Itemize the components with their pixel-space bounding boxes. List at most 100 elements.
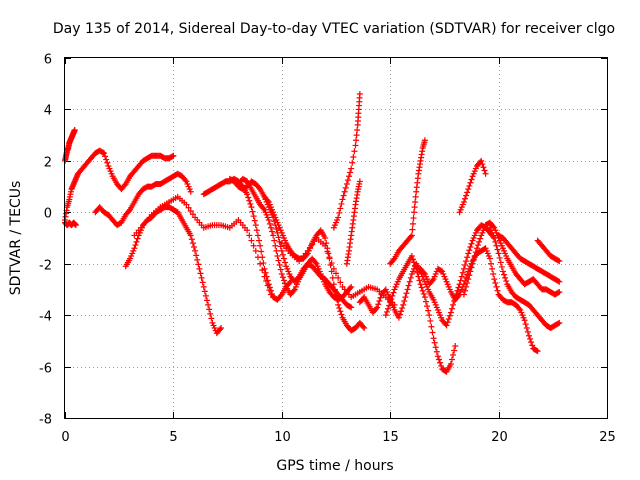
data-point-marker	[205, 301, 212, 308]
y-axis-label: SDTVAR / TECUs	[8, 181, 24, 296]
data-point-marker	[337, 205, 344, 212]
data-point-marker	[467, 244, 474, 250]
data-point-marker	[333, 270, 339, 277]
data-point-marker	[447, 361, 454, 367]
data-point-marker	[492, 280, 499, 286]
data-point-marker	[494, 246, 501, 253]
data-point-marker	[395, 314, 402, 321]
data-point-marker	[249, 208, 256, 215]
data-point-marker	[390, 289, 397, 296]
data-point-marker	[253, 227, 260, 234]
data-point-marker	[311, 238, 318, 245]
data-point-marker	[446, 312, 453, 319]
data-point-marker	[434, 353, 441, 360]
data-point-marker	[333, 291, 339, 298]
data-point-marker	[336, 305, 343, 312]
data-point-marker	[324, 248, 331, 255]
data-point-marker	[478, 157, 485, 164]
data-point-marker	[353, 132, 360, 139]
data-point-marker	[356, 178, 363, 185]
series-2	[62, 147, 177, 223]
series-16	[387, 137, 428, 267]
data-point-marker	[556, 319, 563, 326]
data-point-marker	[266, 220, 273, 227]
data-point-marker	[339, 196, 346, 203]
data-point-marker	[521, 317, 528, 324]
y-tick-label: 6	[44, 53, 52, 68]
data-point-marker	[465, 250, 472, 257]
data-point-marker	[337, 308, 344, 315]
data-point-marker	[475, 242, 482, 249]
data-point-marker	[460, 265, 467, 272]
data-point-marker	[555, 289, 562, 296]
data-point-marker	[207, 310, 214, 317]
data-point-marker	[132, 242, 139, 249]
data-point-marker	[468, 240, 475, 247]
data-point-marker	[556, 258, 563, 265]
data-point-marker	[463, 192, 470, 199]
data-point-marker	[409, 256, 416, 263]
data-point-marker	[503, 278, 510, 285]
data-point-marker	[267, 224, 274, 231]
data-point-marker	[340, 192, 347, 199]
data-point-marker	[273, 247, 280, 254]
data-point-marker	[471, 253, 478, 259]
data-point-marker	[448, 305, 455, 312]
data-point-marker	[431, 339, 438, 346]
data-point-marker	[448, 356, 455, 363]
data-point-marker	[328, 260, 335, 267]
series-6	[131, 193, 274, 298]
data-point-marker	[468, 264, 475, 271]
data-point-marker	[385, 305, 392, 312]
data-point-marker	[198, 274, 205, 281]
data-point-marker	[248, 237, 255, 244]
data-point-marker	[201, 288, 208, 295]
data-point-marker	[182, 177, 189, 184]
data-point-marker	[347, 285, 354, 292]
data-point-marker	[491, 235, 498, 241]
data-point-marker	[461, 287, 468, 294]
data-point-marker	[435, 356, 442, 363]
data-point-marker	[71, 127, 78, 133]
data-point-marker	[450, 352, 457, 358]
data-point-marker	[270, 232, 277, 239]
data-point-marker	[190, 244, 197, 250]
data-point-marker	[248, 204, 255, 211]
data-point-marker	[257, 242, 264, 249]
data-point-marker	[277, 292, 284, 299]
data-point-marker	[389, 292, 396, 299]
data-point-marker	[414, 269, 421, 276]
data-point-marker	[322, 242, 329, 249]
data-point-marker	[335, 274, 342, 281]
data-point-marker	[309, 241, 316, 248]
series-15	[382, 253, 459, 375]
data-point-marker	[261, 265, 268, 272]
data-point-marker	[406, 278, 413, 285]
data-point-marker	[497, 259, 504, 266]
data-point-marker	[373, 305, 380, 312]
data-point-marker	[522, 321, 529, 328]
data-point-marker	[480, 164, 487, 171]
data-point-marker	[259, 254, 266, 261]
data-point-marker	[418, 284, 425, 291]
data-point-marker	[502, 274, 509, 281]
data-point-marker	[529, 342, 536, 349]
data-point-marker	[479, 161, 486, 168]
data-point-marker	[131, 245, 138, 252]
data-point-marker	[490, 271, 497, 277]
data-point-marker	[491, 276, 498, 283]
data-point-marker	[386, 302, 393, 309]
data-point-marker	[470, 256, 477, 263]
data-point-marker	[411, 209, 418, 216]
data-point-marker	[460, 291, 467, 298]
data-point-marker	[256, 184, 263, 191]
data-point-marker	[534, 348, 541, 355]
data-point-marker	[412, 199, 419, 205]
x-tick-label: 20	[491, 430, 508, 445]
y-tick-label: -4	[39, 310, 52, 325]
data-point-marker	[469, 260, 476, 267]
plot-frame	[64, 57, 608, 419]
data-point-marker	[450, 301, 457, 308]
data-point-marker	[467, 268, 474, 275]
data-point-marker	[412, 262, 419, 269]
